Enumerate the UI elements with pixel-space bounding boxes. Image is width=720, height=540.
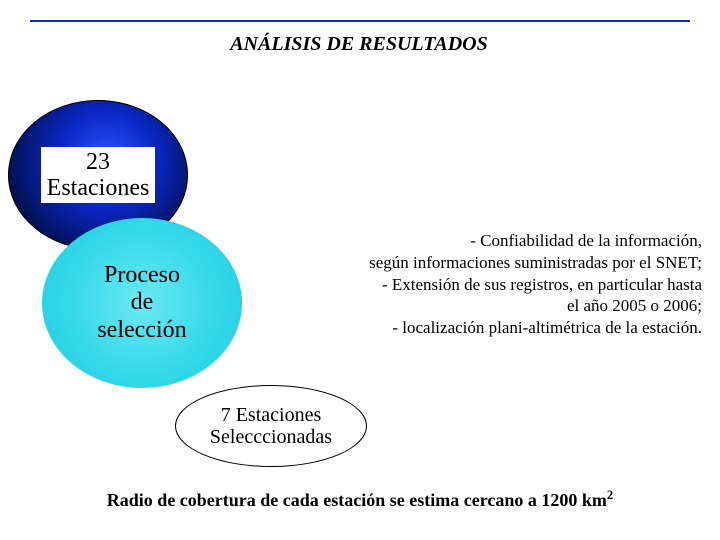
criteria-line-4: el año 2005 o 2006;: [302, 295, 702, 317]
criteria-line-2: según informaciones suministradas por el…: [302, 252, 702, 274]
criteria-list: - Confiabilidad de la información, según…: [302, 230, 702, 339]
slide-title: ANÁLISIS DE RESULTADOS: [28, 22, 690, 66]
footer-note: Radio de cobertura de cada estación se e…: [40, 488, 680, 511]
bubble-proceso-seleccion: Proceso de selección: [42, 218, 242, 388]
bubble-cyan-line1: Proceso: [104, 262, 180, 288]
bubble-cyan-line2: de: [131, 289, 154, 315]
slide-title-text: ANÁLISIS DE RESULTADOS: [230, 33, 488, 56]
bubble-white-line1: 7 Estaciones: [221, 404, 322, 426]
bubble-white-line2: Selecccionadas: [210, 426, 332, 448]
criteria-line-3: - Extensión de sus registros, en particu…: [302, 274, 702, 296]
criteria-line-5: - localización plani-altimétrica de la e…: [302, 317, 702, 339]
footer-sup: 2: [607, 488, 613, 502]
footer-text: Radio de cobertura de cada estación se e…: [107, 490, 607, 510]
bubble-blue-line1: 23: [86, 149, 110, 175]
bubble-cyan-line3: selección: [97, 317, 186, 343]
slide-stage: ANÁLISIS DE RESULTADOS 23 Estaciones Pro…: [0, 0, 720, 540]
bubble-blue-line2: Estaciones: [47, 175, 150, 201]
bubble-23-estaciones-text: 23 Estaciones: [41, 147, 156, 204]
bubble-7-estaciones: 7 Estaciones Selecccionadas: [175, 385, 367, 467]
bubble-proceso-text: Proceso de selección: [97, 262, 186, 345]
bubble-7-estaciones-text: 7 Estaciones Selecccionadas: [210, 404, 332, 448]
criteria-line-1: - Confiabilidad de la información,: [302, 230, 702, 252]
